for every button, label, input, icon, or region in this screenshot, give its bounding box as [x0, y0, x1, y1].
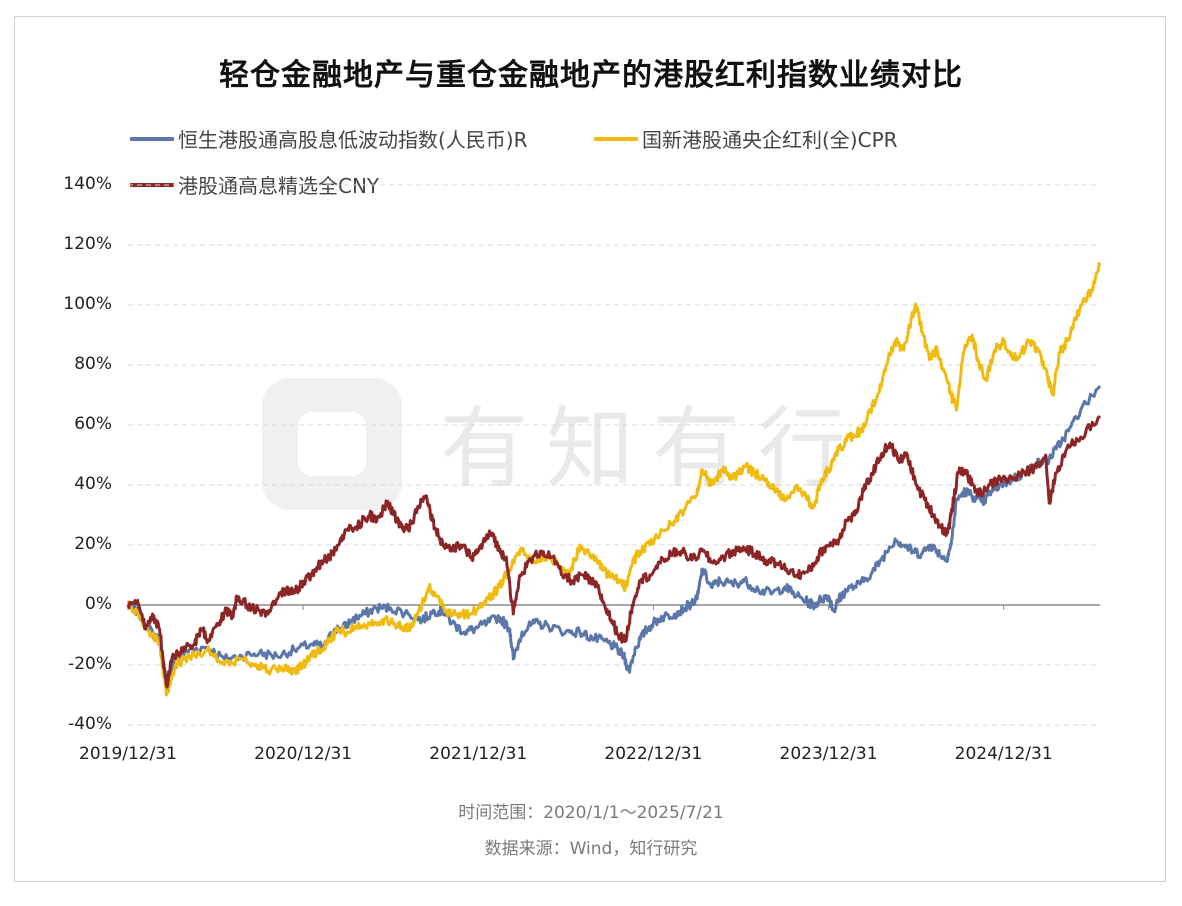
time-range-note: 时间范围：2020/1/1～2025/7/21 [458, 803, 724, 823]
x-tick-label: 2019/12/31 [79, 744, 177, 764]
legend-swatch-series2 [594, 136, 638, 141]
y-tick-label: 40% [74, 474, 112, 494]
x-tick-label: 2024/12/31 [954, 744, 1053, 764]
legend-label-series1: 恒生港股通高股息低波动指数(人民币)R [178, 128, 528, 152]
y-tick-label: -40% [68, 714, 112, 734]
y-tick-label: -20% [68, 654, 112, 674]
legend-item-series2: 国新港股通央企红利(全)CPR [594, 124, 898, 153]
y-tick-label: 60% [74, 414, 112, 434]
y-tick-label: 100% [63, 294, 112, 314]
y-tick-label: 140% [63, 174, 112, 194]
y-tick-label: 0% [85, 594, 112, 614]
x-tick-label: 2020/12/31 [254, 744, 353, 764]
legend-label-series3: 港股通高息精选全CNY [178, 174, 380, 198]
series-line-3 [126, 414, 1102, 689]
legend-label-series2: 国新港股通央企红利(全)CPR [642, 128, 898, 152]
chart-frame [14, 16, 1166, 882]
series-line-2 [126, 262, 1102, 697]
y-tick-label: 80% [74, 354, 112, 374]
chart-title: 轻仓金融地产与重仓金融地产的港股红利指数业绩对比 [219, 58, 963, 93]
legend-swatch-series1 [130, 136, 174, 141]
watermark-logo [262, 378, 402, 510]
source-note: 数据来源：Wind，知行研究 [484, 839, 698, 859]
x-tick-label: 2023/12/31 [779, 744, 878, 764]
y-tick-label: 20% [74, 534, 112, 554]
y-tick-label: 120% [63, 234, 112, 254]
legend-swatch-series3 [130, 182, 174, 187]
legend-item-series3: 港股通高息精选全CNY [130, 170, 379, 199]
series-line-1 [127, 385, 1102, 687]
watermark: 有知有行 [440, 397, 865, 500]
x-tick-label: 2022/12/31 [604, 744, 703, 764]
x-tick-label: 2021/12/31 [429, 744, 528, 764]
legend-item-series1: 恒生港股通高股息低波动指数(人民币)R [130, 124, 528, 153]
